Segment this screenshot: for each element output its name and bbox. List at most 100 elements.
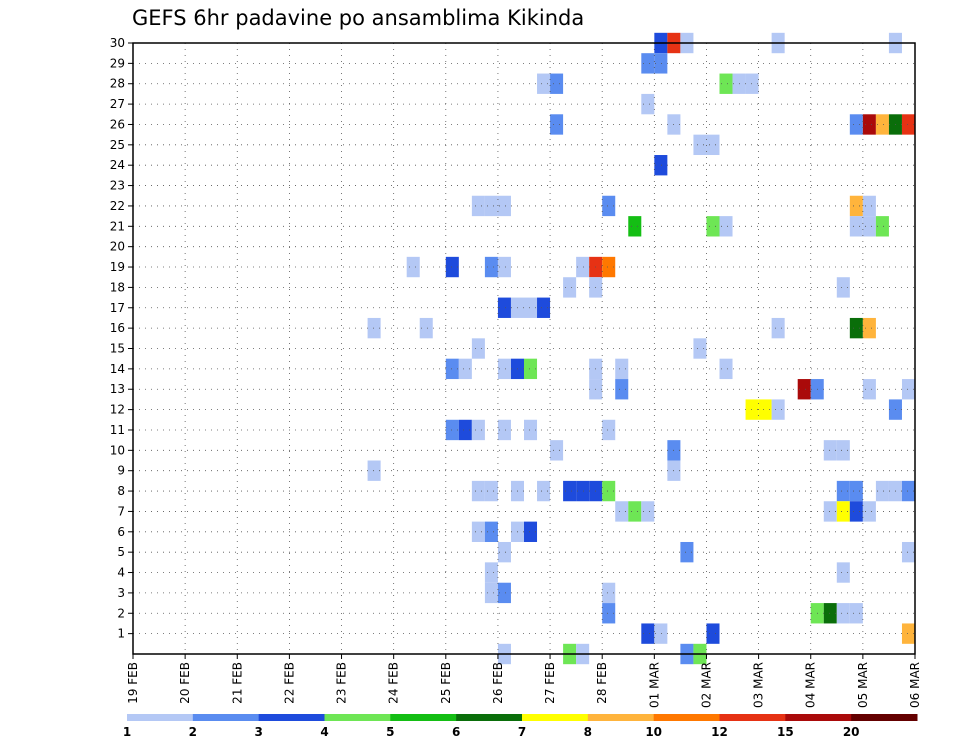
heatmap-cell: [771, 317, 785, 339]
y-tick-label: 15: [110, 342, 125, 356]
color-bar-label: 20: [843, 725, 860, 739]
y-tick-label: 16: [110, 321, 125, 335]
color-bar-swatch: [587, 714, 655, 721]
y-tick-label: 30: [110, 36, 125, 50]
color-bar-label: 12: [711, 725, 728, 739]
color-bar-label: 6: [452, 725, 460, 739]
heatmap-cell: [862, 216, 876, 237]
heatmap-cell: [901, 541, 915, 563]
heatmap-cell: [901, 379, 915, 400]
heatmap-cell: [836, 562, 850, 583]
heatmap-cell: [849, 317, 863, 339]
heatmap-cell: [862, 317, 876, 339]
heatmap-cell: [602, 603, 616, 624]
heatmap-cell: [576, 256, 590, 278]
heatmap-cell: [537, 297, 551, 318]
heatmap-cell: [862, 114, 876, 135]
color-bar-swatch: [390, 714, 457, 721]
heatmap-cell: [406, 256, 420, 278]
heatmap-cell: [576, 480, 590, 502]
y-tick-label: 1: [117, 627, 125, 641]
heatmap-cell: [550, 114, 564, 135]
heatmap-cell: [497, 256, 511, 278]
y-tick-label: 23: [110, 179, 125, 193]
heatmap-cell: [758, 399, 772, 420]
x-tick-label: 01 MAR: [647, 662, 661, 708]
heatmap-cell: [849, 501, 863, 522]
heatmap-cell: [484, 562, 498, 583]
x-tick-label: 25 FEB: [439, 662, 453, 704]
color-bar-swatch: [324, 714, 391, 721]
heatmap-cell: [484, 256, 498, 278]
heatmap-cell: [563, 480, 577, 502]
heatmap-cell: [471, 480, 485, 502]
y-tick-label: 13: [110, 382, 125, 396]
heatmap-cell: [823, 603, 837, 624]
y-tick-label: 17: [110, 301, 125, 315]
heatmap-cell: [693, 338, 707, 359]
heatmap-cell: [641, 93, 655, 115]
x-tick-label: 03 MAR: [752, 662, 766, 708]
heatmap-cell: [497, 582, 511, 604]
heatmap-cell: [484, 582, 498, 604]
x-tick-label: 04 MAR: [804, 662, 818, 708]
heatmap-cell: [524, 358, 538, 380]
heatmap-cell: [445, 256, 459, 278]
y-tick-label: 19: [110, 260, 125, 274]
heatmap-cell: [497, 297, 511, 318]
heatmap-cell: [849, 216, 863, 237]
y-tick-label: 6: [117, 525, 125, 539]
color-bar-swatch: [127, 714, 194, 721]
heatmap-cell: [745, 399, 759, 420]
heatmap-cell: [849, 114, 863, 135]
heatmap-cell: [654, 53, 668, 74]
heatmap-cell: [641, 623, 655, 644]
heatmap-cell: [524, 419, 538, 441]
heatmap-cell: [836, 501, 850, 522]
heatmap-cell: [550, 73, 564, 94]
color-bar-swatch: [653, 714, 720, 721]
y-tick-label: 3: [117, 586, 125, 600]
heatmap-cell: [628, 501, 642, 522]
heatmap-cell: [836, 480, 850, 502]
heatmap-cell: [524, 297, 538, 318]
color-bar-label: 5: [386, 725, 394, 739]
heatmap-cell: [862, 501, 876, 522]
heatmap-cell: [862, 379, 876, 400]
heatmap-cell: [706, 623, 720, 644]
heatmap-cell: [524, 521, 538, 542]
x-tick-label: 22 FEB: [282, 662, 296, 704]
heatmap-cell: [367, 460, 381, 481]
color-bar-label: 7: [518, 725, 526, 739]
heatmap-cell: [537, 480, 551, 502]
heatmap-cell: [875, 480, 889, 502]
heatmap-cell: [862, 195, 876, 217]
x-tick-label: 28 FEB: [595, 662, 609, 704]
cells-layer: [367, 32, 915, 665]
y-tick-label: 2: [117, 606, 125, 620]
heatmap-cell: [497, 195, 511, 217]
heatmap-cell: [602, 582, 616, 604]
heatmap-cell: [445, 358, 459, 380]
color-bar-label: 1: [123, 725, 131, 739]
heatmap-cell: [602, 419, 616, 441]
heatmap-cell: [497, 358, 511, 380]
heatmap-cell: [771, 399, 785, 420]
color-bar-swatch: [719, 714, 786, 721]
x-tick-label: 24 FEB: [387, 662, 401, 704]
color-bar: 1 2 3 4 5 6 7 8 10 12 15 20: [123, 714, 918, 739]
chart-title: GEFS 6hr padavine po ansamblima Kikinda: [132, 6, 585, 30]
heatmap-cell: [901, 623, 915, 644]
heatmap-cell: [836, 277, 850, 298]
heatmap-cell: [849, 603, 863, 624]
heatmap-cell: [797, 379, 811, 400]
color-bar-label: 2: [189, 725, 197, 739]
x-tick-label: 05 MAR: [856, 662, 870, 708]
color-bar-swatch: [258, 714, 325, 721]
color-bar-swatch: [522, 714, 589, 721]
heatmap-cell: [719, 73, 733, 94]
heatmap-cell: [628, 216, 642, 237]
y-tick-label: 22: [110, 199, 125, 213]
y-tick-label: 21: [110, 219, 125, 233]
